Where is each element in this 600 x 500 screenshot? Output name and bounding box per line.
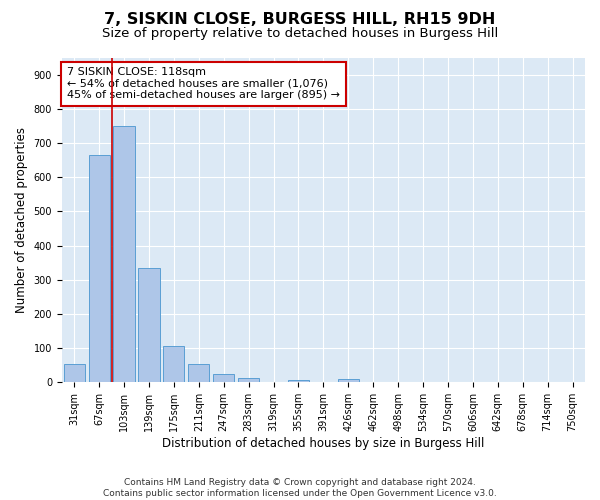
Bar xyxy=(89,155,110,382)
Bar xyxy=(64,364,85,382)
Bar xyxy=(188,364,209,382)
Text: Size of property relative to detached houses in Burgess Hill: Size of property relative to detached ho… xyxy=(102,28,498,40)
Bar xyxy=(288,380,309,382)
X-axis label: Distribution of detached houses by size in Burgess Hill: Distribution of detached houses by size … xyxy=(162,437,485,450)
Bar xyxy=(139,268,160,382)
Bar xyxy=(238,378,259,382)
Text: 7, SISKIN CLOSE, BURGESS HILL, RH15 9DH: 7, SISKIN CLOSE, BURGESS HILL, RH15 9DH xyxy=(104,12,496,28)
Bar xyxy=(163,346,184,382)
Bar xyxy=(113,126,134,382)
Bar xyxy=(213,374,235,382)
Text: Contains HM Land Registry data © Crown copyright and database right 2024.
Contai: Contains HM Land Registry data © Crown c… xyxy=(103,478,497,498)
Y-axis label: Number of detached properties: Number of detached properties xyxy=(15,127,28,313)
Bar xyxy=(338,379,359,382)
Text: 7 SISKIN CLOSE: 118sqm
← 54% of detached houses are smaller (1,076)
45% of semi-: 7 SISKIN CLOSE: 118sqm ← 54% of detached… xyxy=(67,67,340,100)
